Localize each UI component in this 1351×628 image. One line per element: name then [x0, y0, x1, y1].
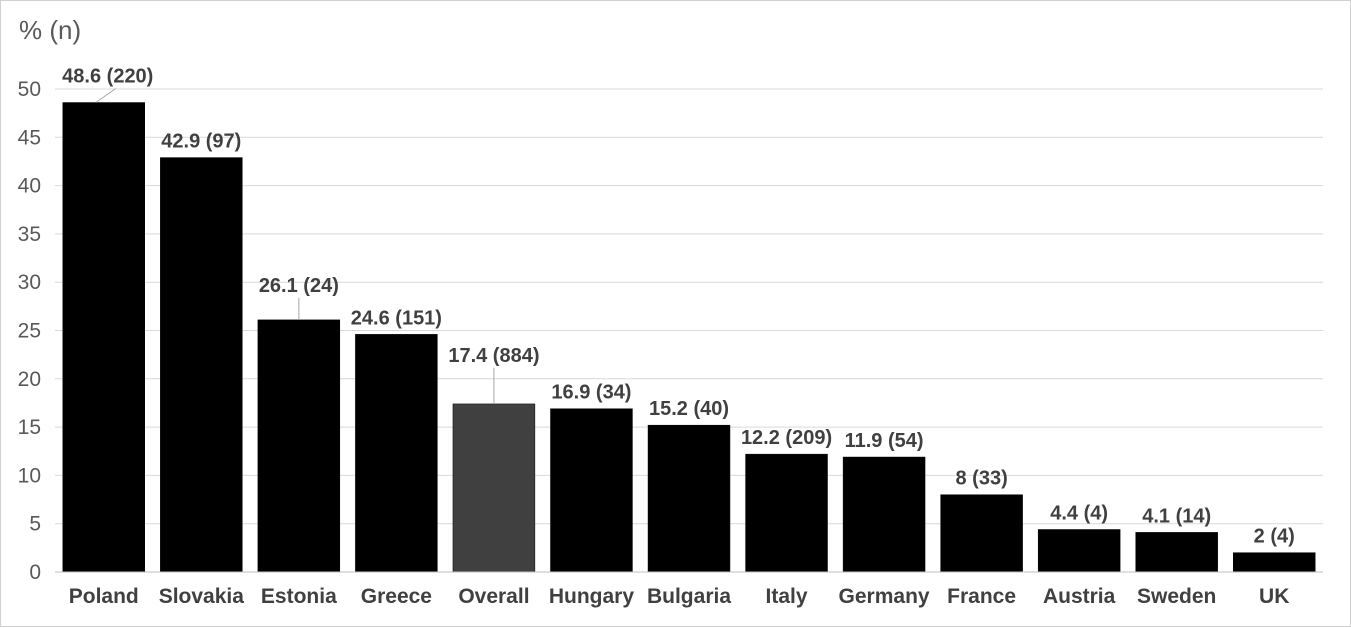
bar-austria	[1037, 529, 1121, 573]
y-tick-label: 35	[18, 223, 41, 246]
data-label: 12.2 (209)	[741, 427, 832, 449]
data-label: 17.4 (884)	[448, 345, 539, 367]
x-category-label: UK	[1259, 585, 1289, 608]
y-tick-label: 0	[29, 561, 41, 584]
x-category-label: Overall	[458, 585, 529, 608]
bar-poland	[62, 102, 145, 573]
bars	[62, 102, 1316, 573]
bar-estonia	[257, 319, 341, 573]
x-category-label: Sweden	[1137, 585, 1216, 608]
x-category-label: Poland	[69, 585, 139, 608]
data-label: 8 (33)	[955, 468, 1007, 490]
y-axis-unit-label: % (n)	[19, 15, 81, 45]
data-label: 4.4 (4)	[1050, 502, 1108, 524]
leader-line	[95, 88, 117, 103]
y-tick-label: 10	[18, 464, 41, 487]
bar-uk	[1233, 552, 1316, 573]
bar-greece	[355, 334, 438, 573]
data-label: 15.2 (40)	[649, 398, 729, 420]
data-label: 42.9 (97)	[161, 131, 241, 153]
data-labels: 48.6 (220) 42.9 (97) 26.1 (24) 24.6 (151) 17…	[62, 66, 1295, 548]
y-tick-label: 20	[18, 368, 41, 391]
label-leader-lines	[95, 88, 495, 404]
bar-germany	[842, 456, 926, 573]
y-tick-label: 30	[18, 271, 41, 294]
bar-sweden	[1135, 532, 1218, 573]
bar-france	[940, 494, 1023, 573]
bar-bulgaria	[647, 424, 731, 573]
y-tick-label: 15	[18, 416, 41, 439]
x-category-label: France	[947, 585, 1016, 608]
data-label: 2 (4)	[1254, 526, 1295, 548]
y-tick-label: 45	[18, 126, 41, 149]
bar-overall	[452, 403, 536, 573]
data-label: 26.1 (24)	[259, 275, 339, 297]
x-category-label: Italy	[766, 585, 808, 608]
bar-italy	[745, 453, 828, 573]
data-label: 4.1 (14)	[1142, 505, 1211, 527]
x-category-label: Slovakia	[159, 585, 245, 608]
y-tick-label: 5	[29, 513, 41, 536]
bar-hungary	[550, 408, 633, 573]
x-category-label: Estonia	[261, 585, 337, 608]
y-tick-label: 40	[18, 175, 41, 198]
data-label: 11.9 (54)	[845, 430, 924, 452]
x-category-label: Bulgaria	[647, 585, 731, 608]
x-category-label: Germany	[839, 585, 930, 608]
data-label: 16.9 (34)	[551, 382, 631, 404]
y-tick-label: 50	[18, 78, 41, 101]
x-category-label: Hungary	[549, 585, 635, 608]
x-category-label: Austria	[1043, 585, 1116, 608]
y-tick-label: 25	[18, 320, 41, 343]
y-axis-tick-labels: 0 5 10 15 20 25 30 35 40 45 50	[18, 78, 41, 584]
bar-slovakia	[160, 157, 243, 573]
x-category-label: Greece	[361, 585, 432, 608]
data-label: 48.6 (220)	[62, 66, 153, 88]
x-axis-category-labels: Poland Slovakia Estonia Greece Overall Hungar…	[69, 585, 1290, 608]
data-label: 24.6 (151)	[351, 307, 442, 329]
